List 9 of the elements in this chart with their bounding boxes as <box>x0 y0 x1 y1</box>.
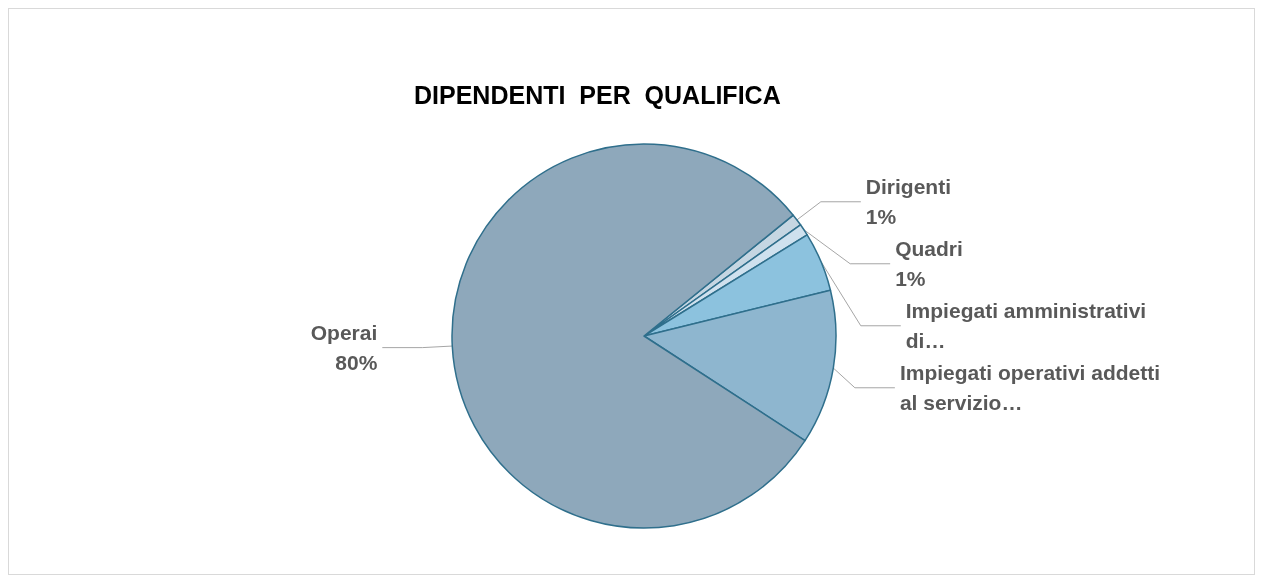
slice-label: Impiegati amministrativi di… <box>905 299 1153 353</box>
chart-title: DIPENDENTI PER QUALIFICA <box>414 80 781 109</box>
data-label: 1% <box>895 267 926 291</box>
slice-label: Dirigenti <box>865 175 951 199</box>
slice-label: Operai <box>310 321 378 345</box>
data-label: 80% <box>335 351 378 375</box>
data-label: 1% <box>865 205 897 229</box>
slice-label: Impiegati operativi addetti al servizio… <box>899 361 1166 415</box>
slice-label: Quadri <box>895 237 963 261</box>
